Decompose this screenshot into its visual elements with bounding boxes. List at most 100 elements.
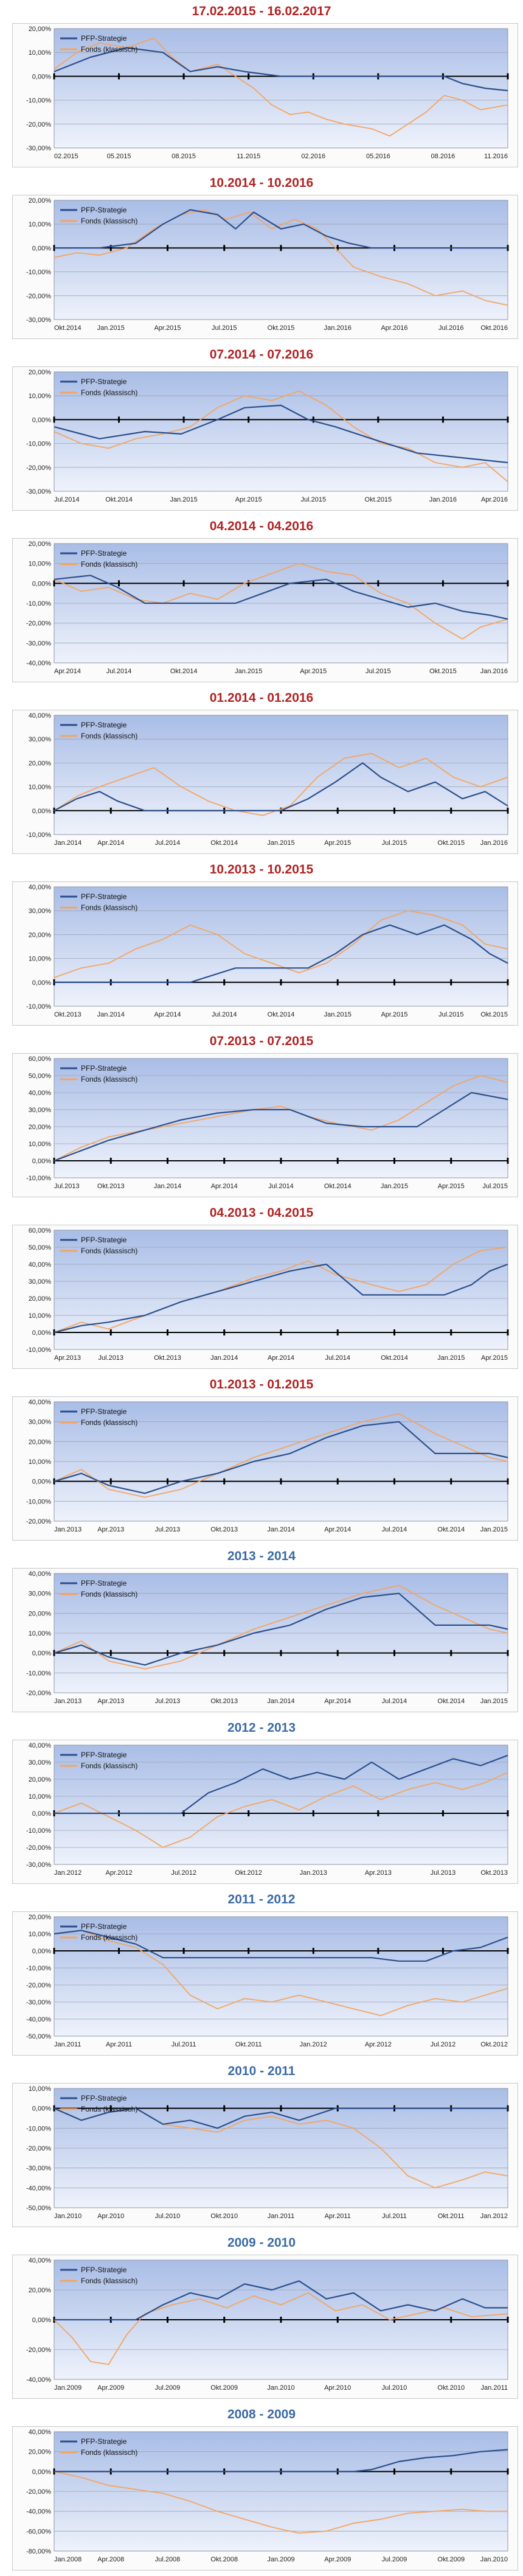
x-tick-label: Jul.2014 [382,1698,407,1705]
zero-marker [280,1478,282,1485]
x-tick-label: Jan.2015 [235,668,262,675]
y-tick-label: -30,00% [26,317,51,324]
x-tick-label: Jan.2015 [267,839,294,847]
zero-marker [223,2317,226,2323]
chart-panel: 04.2013 - 04.2015 -10,00% 0,00% 10,00% 20,00… [0,1202,523,1373]
x-tick-label: Jul.2015 [382,839,407,847]
y-tick-label: 30,00% [29,1278,52,1286]
y-tick-label: -20,00% [26,293,51,300]
y-tick-label: -10,00% [26,600,51,607]
legend-strategy-label: PFP-Strategie [81,34,127,43]
x-tick-label: Okt.2015 [365,496,392,503]
y-tick-label: -10,00% [26,1003,51,1010]
legend-fund-label: Fonds (klassisch) [81,1075,137,1083]
zero-marker [336,1478,339,1485]
x-tick-label: Jul.2015 [212,324,237,332]
x-tick-label: Okt.2015 [268,324,295,332]
series-line-strategy [54,2107,508,2129]
plot-area [54,200,508,320]
x-tick-label: Okt.2013 [54,1011,81,1018]
chart-title: 01.2013 - 01.2015 [209,1377,314,1391]
legend: PFP-Strategie Fonds (klassisch) [60,1407,137,1427]
y-tick-label: -20,00% [26,620,51,628]
zero-marker [53,2105,55,2112]
y-tick-label: 0,00% [32,580,51,587]
chart-frame: -80,00% -60,00% -40,00% -20,00% 0,00% 20,00% 4… [12,2426,518,2571]
x-tick-label: Jan.2013 [54,1526,81,1533]
legend: PFP-Strategie Fonds (klassisch) [60,1579,137,1598]
y-tick-label: -30,00% [26,640,51,647]
zero-marker [223,1158,226,1164]
y-tick-label: 30,00% [29,1107,52,1114]
y-tick-label: 20,00% [29,1438,52,1446]
zero-marker [182,416,185,423]
series-line-strategy [54,404,508,464]
chart-frame: -30,00% -20,00% -10,00% 0,00% 10,00% 20,00% Ok… [12,195,518,339]
y-tick-label: -30,00% [26,1861,51,1869]
x-tick-label: Okt.2014 [381,1354,408,1362]
x-tick-label: Okt.2010 [437,2384,465,2392]
zero-marker [336,2317,339,2323]
x-tick-label: Okt.2014 [210,839,238,847]
y-tick-label: 0,00% [32,416,51,424]
series-line-strategy [54,1091,508,1162]
zero-marker [450,2468,452,2475]
chart-frame: -10,00% 0,00% 10,00% 20,00% 30,00% 40,00% Jan.… [12,710,518,854]
zero-marker [442,1948,444,1954]
chart-svg: -10,00% 0,00% 10,00% 20,00% 30,00% 40,00% 50,0… [26,1055,509,1190]
x-tick-label: 08.2016 [431,153,455,160]
series-line-strategy [54,762,508,811]
legend: PFP-Strategie Fonds (klassisch) [60,549,137,569]
y-tick-label: 0,00% [32,1948,51,1955]
x-tick-label: Jan.2014 [267,1526,294,1533]
legend: PFP-Strategie Fonds (klassisch) [60,892,137,912]
zero-marker [393,1329,395,1335]
x-tick-label: Jul.2014 [325,1354,350,1362]
x-tick-label: 05.2016 [366,153,390,160]
zero-marker [109,1478,112,1485]
y-tick-label: 30,00% [29,908,52,915]
y-tick-label: -40,00% [26,660,51,667]
y-tick-label: 0,00% [32,1329,51,1337]
y-tick-label: 10,00% [29,1312,52,1320]
chart-title: 2008 - 2009 [227,2407,296,2421]
series-line-strategy [54,209,508,249]
y-tick-label: -10,00% [26,2125,51,2132]
x-tick-label: Jul.2012 [171,1869,196,1877]
legend: PFP-Strategie Fonds (klassisch) [60,1922,137,1942]
y-tick-label: 10,00% [29,393,52,400]
x-tick-label: 11.2015 [237,153,260,160]
series-line-fund [54,37,508,137]
zero-marker [109,2105,112,2112]
legend: PFP-Strategie Fonds (klassisch) [60,34,137,54]
y-tick-label: -20,00% [26,2488,51,2496]
zero-marker [393,807,395,814]
x-tick-label: Apr.2015 [300,668,327,675]
x-tick-label: 02.2015 [54,153,78,160]
zero-marker [182,1810,185,1816]
zero-marker [248,73,250,80]
y-tick-label: 10,00% [29,2085,52,2093]
y-tick-label: 0,00% [32,1810,51,1818]
x-tick-label: Jul.2014 [54,496,80,503]
x-tick-label: Jul.2009 [382,2556,407,2563]
zero-marker [223,1650,226,1656]
chart-frame: -20,00% -10,00% 0,00% 10,00% 20,00% 30,00% 40,… [12,1396,518,1541]
x-tick-label: Jan.2010 [54,2213,81,2220]
y-tick-label: 20,00% [29,26,52,33]
x-tick-label: Jan.2009 [267,2556,294,2563]
x-tick-label: Apr.2014 [211,1183,238,1190]
y-tick-label: -10,00% [26,97,51,105]
zero-marker [312,416,314,423]
chart-svg: -80,00% -60,00% -40,00% -20,00% 0,00% 20,00% 4… [26,2429,509,2563]
zero-marker [53,1948,55,1954]
legend-fund-label: Fonds (klassisch) [81,560,137,569]
x-tick-label: Okt.2012 [235,1869,262,1877]
zero-marker [336,245,339,251]
legend-fund-label: Fonds (klassisch) [81,2277,137,2285]
chart-title: 10.2014 - 10.2016 [209,176,314,190]
zero-marker [450,1329,452,1335]
x-tick-label: Jul.2013 [98,1354,123,1362]
x-tick-label: Jan.2016 [480,668,508,675]
